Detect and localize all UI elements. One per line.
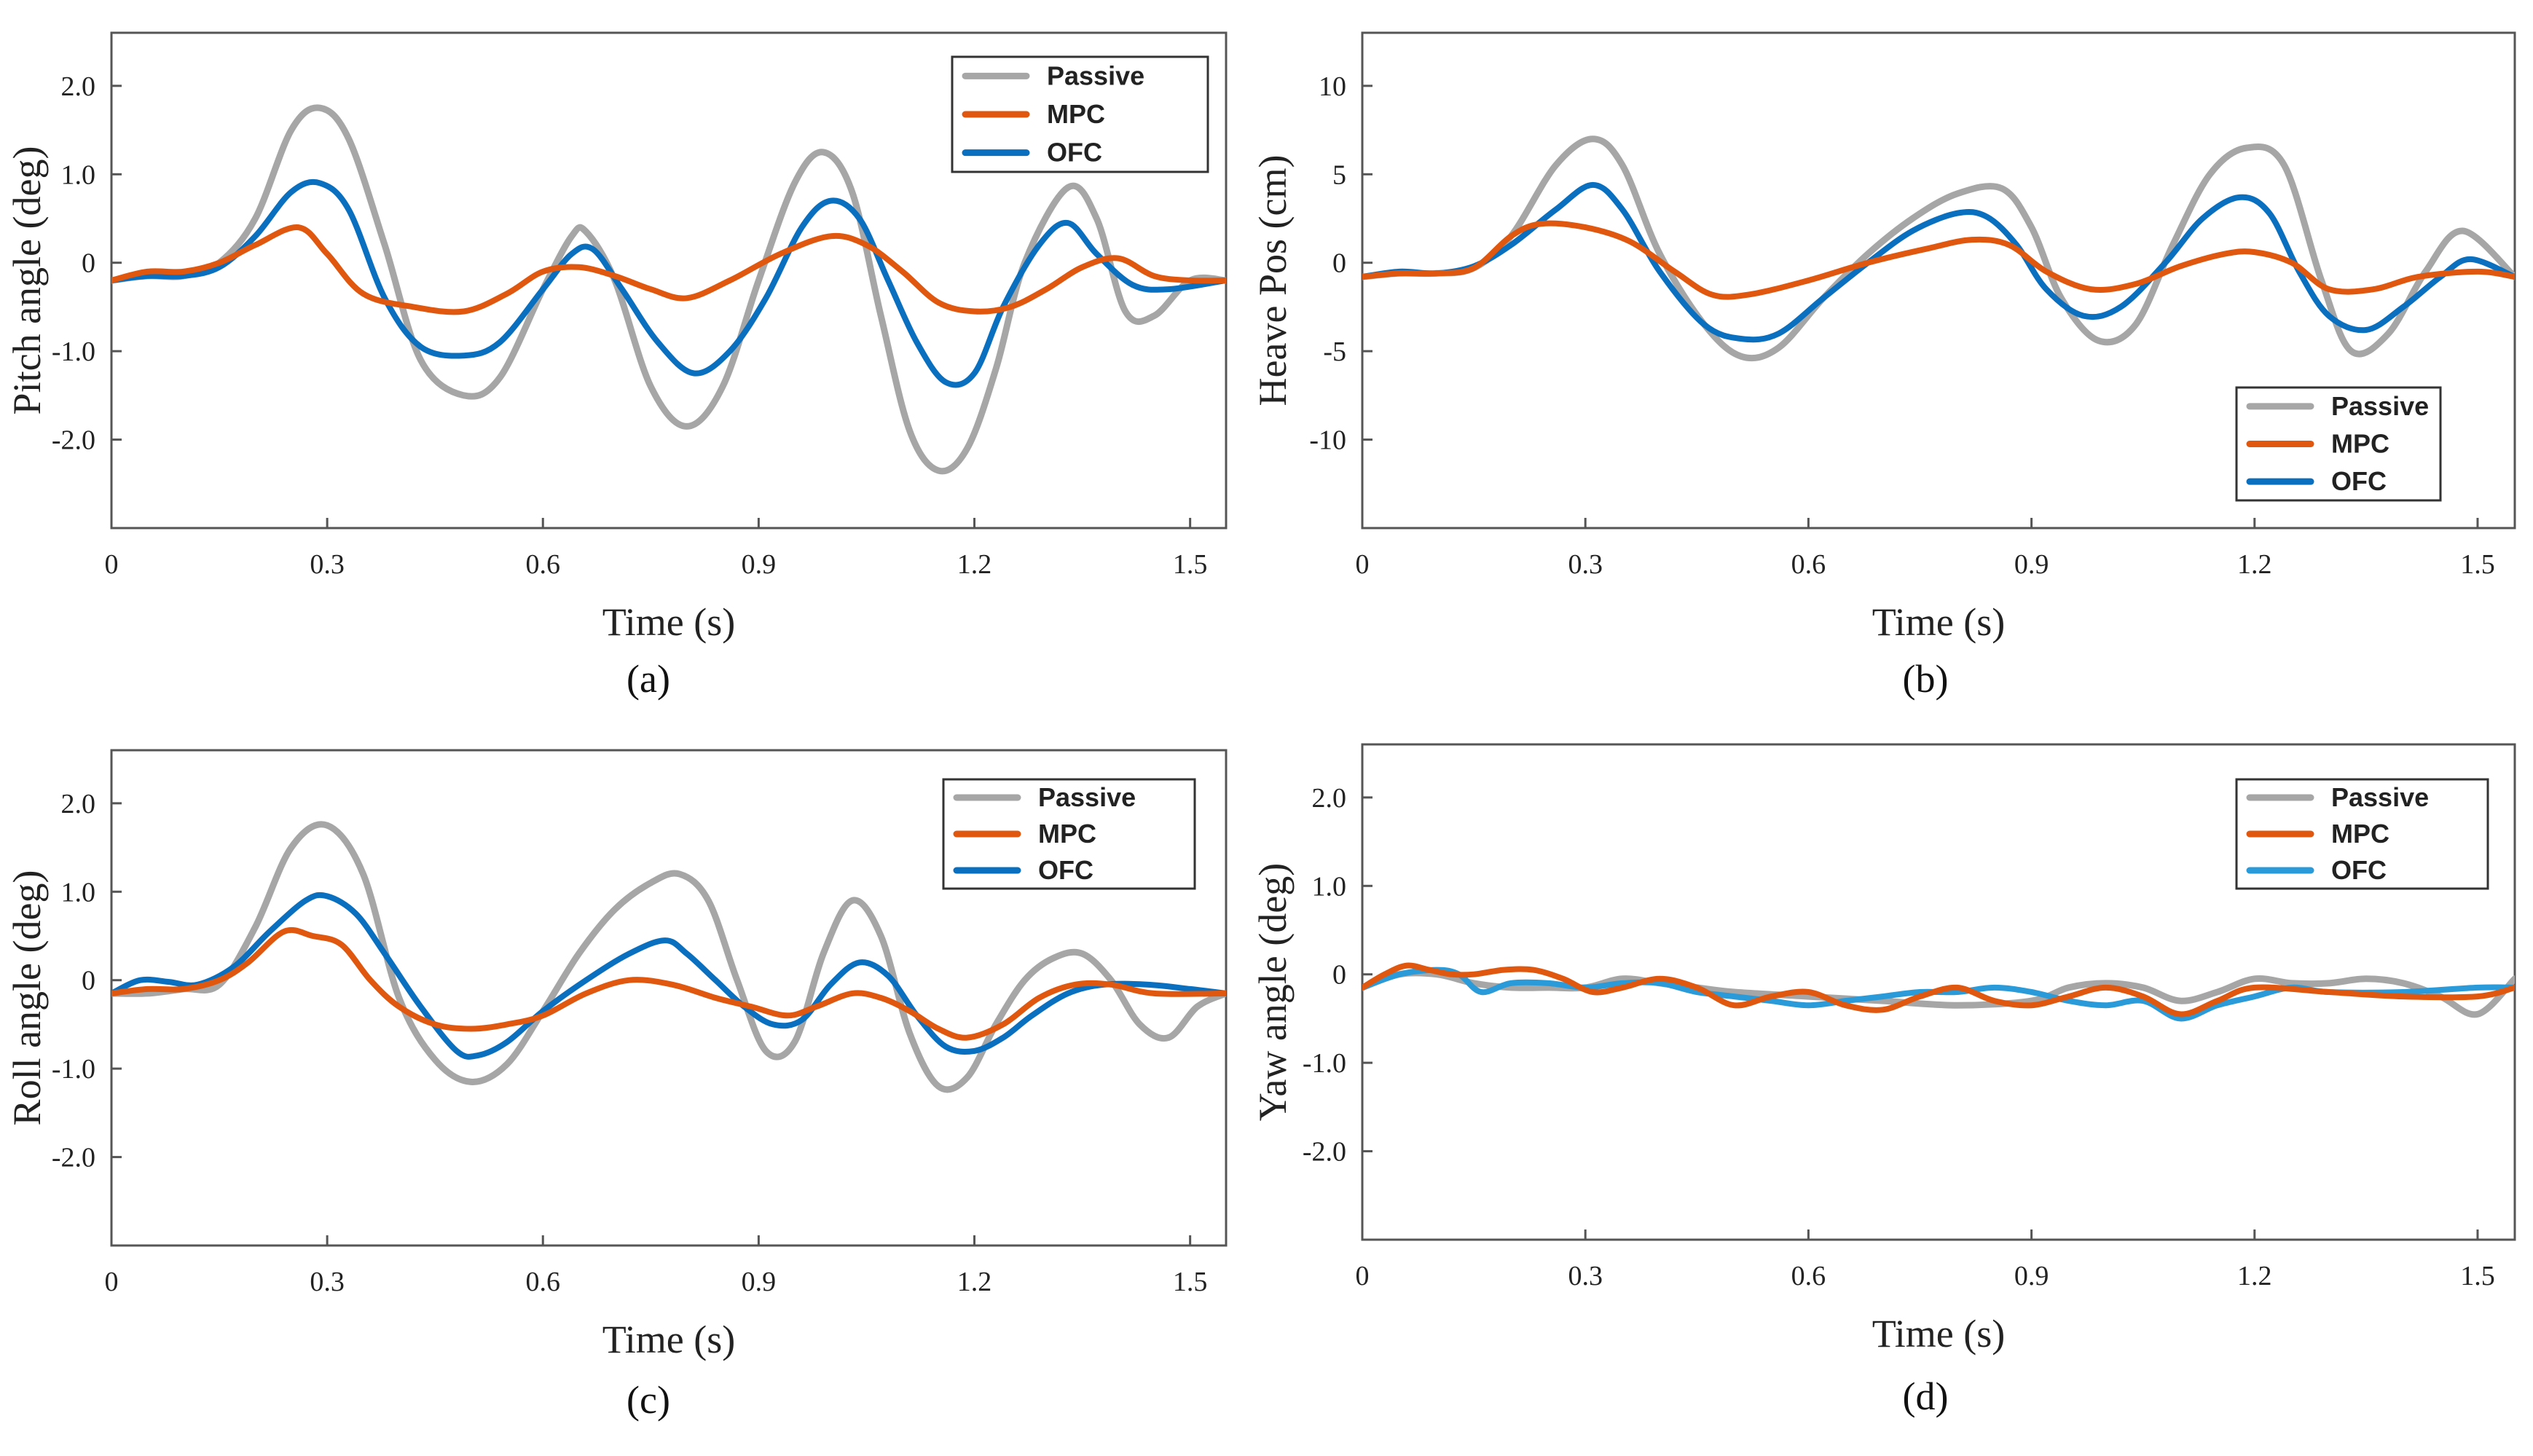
- x-tick-label: 1.2: [2237, 549, 2272, 580]
- y-tick-label: -5: [1323, 337, 1346, 367]
- y-axis-title: Roll angle (deg): [5, 870, 49, 1126]
- y-tick-label: -2.0: [52, 425, 95, 456]
- y-tick-label: -1.0: [52, 1054, 95, 1085]
- x-tick-label: 0.3: [310, 549, 345, 580]
- y-tick-label: 2.0: [61, 789, 96, 819]
- legend-label-mpc: MPC: [2331, 819, 2389, 849]
- x-tick-label: 0.3: [1568, 549, 1603, 580]
- series-line-passive: [1362, 969, 2515, 1018]
- y-tick-label: 0: [1332, 248, 1346, 279]
- x-tick-label: 0.6: [1791, 549, 1826, 580]
- legend-label-ofc: OFC: [1038, 855, 1093, 885]
- y-tick-label: -2.0: [52, 1143, 95, 1173]
- panel-label: (c): [627, 1378, 670, 1422]
- x-tick-label: 0: [1356, 1261, 1370, 1291]
- legend-label-mpc: MPC: [2331, 429, 2389, 459]
- y-tick-label: 5: [1332, 160, 1346, 190]
- legend-label-passive: Passive: [1047, 60, 1144, 90]
- legend-label-mpc: MPC: [1047, 99, 1105, 129]
- series-line-mpc: [1362, 220, 2515, 300]
- panel-d: 0 0.3 0.6 0.9 1.2 1.5 2.0 1.0 0 -1.0 -2.0 Time (s) Y…: [1251, 743, 2516, 1418]
- y-tick-label: 0: [1332, 960, 1346, 991]
- series-line-ofc: [1362, 181, 2515, 343]
- y-tick-label: 2.0: [61, 71, 96, 102]
- x-tick-label: 0.6: [526, 1267, 561, 1297]
- legend-label-passive: Passive: [1038, 782, 1136, 812]
- x-tick-label: 1.2: [2237, 1261, 2272, 1291]
- panel-c: 0 0.3 0.6 0.9 1.2 1.5 2.0 1.0 0 -1.0 -2.0 Time (s) R…: [5, 749, 1228, 1422]
- legend: Passive MPC OFC: [951, 55, 1209, 173]
- x-tick-label: 0.6: [526, 549, 561, 580]
- x-tick-label: 0.6: [1791, 1261, 1826, 1291]
- series-group: [111, 104, 1226, 475]
- x-axis-title: Time (s): [602, 1318, 736, 1361]
- y-axis-title: Yaw angle (deg): [1251, 863, 1295, 1121]
- series-line-ofc: [111, 892, 1226, 1060]
- legend-label-ofc: OFC: [1047, 138, 1102, 168]
- legend-label-mpc: MPC: [1038, 819, 1096, 849]
- y-tick-label: 1.0: [61, 160, 96, 190]
- y-tick-label: -1.0: [1303, 1048, 1346, 1079]
- legend-label-passive: Passive: [2331, 782, 2429, 812]
- panel-b: 0 0.3 0.6 0.9 1.2 1.5 10 5 0 -5 -10 Time (s) Heave P…: [1251, 31, 2516, 701]
- y-tick-label: 1.0: [1312, 871, 1347, 902]
- panel-label: (a): [627, 657, 670, 701]
- x-tick-label: 1.2: [957, 549, 992, 580]
- x-tick-label: 0.3: [310, 1267, 345, 1297]
- series-line-mpc: [1362, 962, 2515, 1018]
- legend-label-ofc: OFC: [2331, 466, 2387, 496]
- x-tick-label: 0.9: [742, 1267, 777, 1297]
- legend-label-passive: Passive: [2331, 391, 2429, 421]
- series-line-passive: [111, 821, 1226, 1093]
- series-line-mpc: [111, 926, 1226, 1041]
- y-tick-label: 0: [82, 966, 95, 996]
- panel-label: (b): [1903, 657, 1949, 701]
- x-tick-label: 0: [105, 1267, 119, 1297]
- x-tick-label: 0.9: [2014, 549, 2049, 580]
- x-tick-label: 1.5: [1173, 1267, 1208, 1297]
- panel-label: (d): [1903, 1374, 1949, 1418]
- x-tick-label: 0: [105, 549, 119, 580]
- x-axis-title: Time (s): [1872, 1312, 2006, 1355]
- x-tick-label: 0.9: [742, 549, 777, 580]
- legend-label-ofc: OFC: [2331, 855, 2387, 885]
- legend: Passive MPC OFC: [2235, 386, 2442, 502]
- series-group: [1362, 135, 2515, 362]
- y-tick-label: 1.0: [61, 877, 96, 908]
- y-tick-label: 2.0: [1312, 783, 1347, 814]
- y-axis-title: Heave Pos (cm): [1251, 155, 1295, 406]
- y-tick-label: -10: [1309, 425, 1346, 456]
- x-axis-title: Time (s): [602, 600, 736, 644]
- x-tick-label: 1.5: [2460, 1261, 2495, 1291]
- y-tick-label: 10: [1319, 71, 1346, 102]
- series-group: [1362, 962, 2515, 1022]
- series-group: [111, 821, 1226, 1093]
- series-line-passive: [1362, 135, 2515, 362]
- x-tick-label: 1.5: [2460, 549, 2495, 580]
- x-tick-label: 0.3: [1568, 1261, 1603, 1291]
- series-line-mpc: [111, 224, 1226, 315]
- x-tick-label: 0: [1356, 549, 1370, 580]
- series-line-ofc: [1362, 967, 2515, 1022]
- y-tick-label: 0: [82, 248, 95, 279]
- panel-a: 0 0.3 0.6 0.9 1.2 1.5 2.0 1.0 0 -1.0 -2.0 Time (s) P…: [5, 31, 1228, 701]
- x-axis-title: Time (s): [1872, 600, 2006, 644]
- series-line-ofc: [111, 178, 1226, 388]
- y-tick-label: -1.0: [52, 337, 95, 367]
- legend: Passive MPC OFC: [942, 778, 1196, 890]
- x-tick-label: 1.5: [1173, 549, 1208, 580]
- x-tick-label: 1.2: [957, 1267, 992, 1297]
- legend: Passive MPC OFC: [2235, 778, 2489, 890]
- y-axis-title: Pitch angle (deg): [5, 146, 49, 415]
- y-tick-label: -2.0: [1303, 1137, 1346, 1168]
- x-tick-label: 0.9: [2014, 1261, 2049, 1291]
